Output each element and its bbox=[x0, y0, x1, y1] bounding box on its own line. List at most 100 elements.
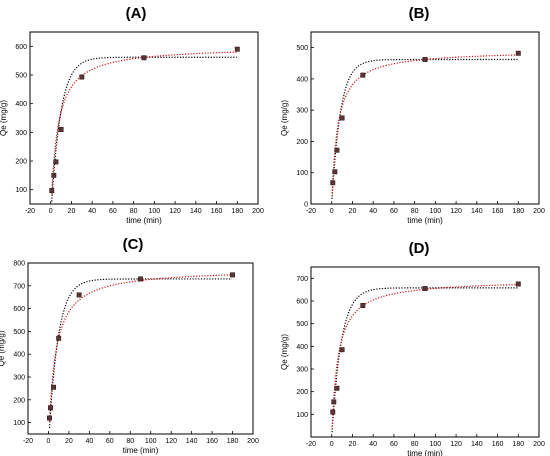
first-order-fit-curve bbox=[331, 287, 518, 433]
x-tick-label: 100 bbox=[149, 208, 161, 215]
x-tick-label: 40 bbox=[369, 441, 377, 448]
data-point bbox=[330, 180, 336, 186]
y-tick-label: 100 bbox=[296, 412, 308, 419]
data-point bbox=[339, 347, 345, 353]
y-tick-label: 100 bbox=[15, 187, 27, 194]
x-tick-label: 80 bbox=[126, 438, 134, 445]
x-tick-label: 120 bbox=[450, 441, 462, 448]
data-point bbox=[230, 272, 235, 278]
x-tick-label: 100 bbox=[145, 438, 157, 445]
x-tick-label: 180 bbox=[227, 438, 239, 445]
panel-c: (C) -20 0 20 40 60 80 100 120 140 160 180 200 100 200 3… bbox=[0, 236, 259, 455]
second-order-fit-curve bbox=[331, 283, 518, 430]
data-point bbox=[360, 72, 366, 78]
x-tick-label: 180 bbox=[231, 208, 243, 215]
y-tick-label: 300 bbox=[296, 108, 308, 115]
x-tick-label: 0 bbox=[49, 208, 53, 215]
x-tick-label: 40 bbox=[88, 208, 96, 215]
y-tick-label: 700 bbox=[13, 283, 25, 290]
plot-frame bbox=[27, 262, 254, 435]
x-tick-label: 200 bbox=[533, 208, 545, 215]
x-tick-label: 60 bbox=[390, 208, 398, 215]
x-tick-label: 140 bbox=[471, 208, 483, 215]
x-tick-label: 20 bbox=[349, 441, 357, 448]
y-tick-label: 0 bbox=[304, 202, 308, 209]
data-point bbox=[334, 385, 340, 391]
y-tick-label: 400 bbox=[15, 101, 27, 108]
x-tick-label: 0 bbox=[330, 441, 334, 448]
y-tick-label: 300 bbox=[15, 130, 27, 137]
x-tick-label: -20 bbox=[306, 441, 316, 448]
y-axis-title: Qe (mg/g) bbox=[0, 100, 8, 136]
y-tick-label: 100 bbox=[296, 170, 308, 177]
data-point bbox=[51, 384, 57, 390]
x-tick-label: 60 bbox=[109, 208, 117, 215]
y-tick-label: 200 bbox=[296, 139, 308, 146]
data-point bbox=[234, 46, 240, 52]
x-tick-label: 160 bbox=[206, 438, 218, 445]
data-point bbox=[360, 303, 366, 308]
x-tick-label: 100 bbox=[430, 208, 442, 215]
x-tick-label: 0 bbox=[330, 208, 334, 215]
x-tick-label: 80 bbox=[130, 208, 138, 215]
x-tick-label: 140 bbox=[471, 441, 483, 448]
x-tick-label: 120 bbox=[450, 208, 462, 215]
x-tick-label: 40 bbox=[369, 208, 377, 215]
x-tick-label: 0 bbox=[47, 438, 51, 445]
x-tick-label: -20 bbox=[23, 438, 33, 445]
y-tick-label: 500 bbox=[13, 329, 25, 336]
y-tick-label: 600 bbox=[296, 299, 308, 306]
data-point bbox=[48, 405, 53, 411]
y-tick-label: 200 bbox=[296, 389, 308, 396]
data-point bbox=[47, 415, 52, 421]
x-tick-label: 80 bbox=[411, 208, 419, 215]
data-point bbox=[515, 281, 521, 287]
y-tick-label: 100 bbox=[13, 420, 25, 427]
x-tick-label: 60 bbox=[390, 441, 398, 448]
y-tick-label: 500 bbox=[296, 321, 308, 328]
y-tick-label: 400 bbox=[296, 344, 308, 351]
panel-a: (A) -20 0 20 40 60 80 100 120 140 160 180 200 100 200 3… bbox=[0, 5, 264, 225]
x-tick-label: 20 bbox=[65, 438, 73, 445]
x-tick-label: 80 bbox=[411, 441, 419, 448]
y-tick-label: 600 bbox=[15, 44, 27, 51]
y-tick-label: 500 bbox=[15, 73, 27, 80]
y-axis-title: Qe (mg/g) bbox=[280, 334, 289, 370]
x-tick-label: 120 bbox=[169, 208, 181, 215]
panel-title: (A) bbox=[126, 5, 147, 22]
panel-title: (C) bbox=[123, 236, 144, 253]
x-axis-title: time (min) bbox=[126, 216, 162, 225]
panel-d: (D) -20 0 20 40 60 80 100 120 140 160 180 200 100 200 3… bbox=[280, 240, 545, 456]
data-point bbox=[138, 276, 143, 282]
first-order-fit-curve bbox=[331, 58, 518, 199]
plot-frame bbox=[29, 31, 259, 205]
y-axis-title: Qe (mg/g) bbox=[0, 330, 6, 366]
data-point bbox=[334, 147, 340, 153]
x-tick-label: 180 bbox=[512, 441, 524, 448]
x-tick-label: 200 bbox=[533, 441, 545, 448]
second-order-fit-curve bbox=[51, 51, 237, 195]
data-point bbox=[141, 55, 147, 61]
x-tick-label: 60 bbox=[106, 438, 114, 445]
x-tick-label: 140 bbox=[186, 438, 198, 445]
y-tick-label: 600 bbox=[13, 306, 25, 313]
panel-title: (D) bbox=[409, 240, 430, 257]
data-point bbox=[422, 57, 428, 62]
y-tick-label: 400 bbox=[296, 76, 308, 83]
y-tick-label: 200 bbox=[13, 397, 25, 404]
first-order-fit-curve bbox=[48, 278, 233, 429]
y-tick-label: 500 bbox=[296, 45, 308, 52]
data-point bbox=[49, 188, 55, 193]
x-tick-label: 140 bbox=[190, 208, 202, 215]
x-axis-title: time (min) bbox=[407, 449, 443, 456]
x-tick-label: -20 bbox=[306, 208, 316, 215]
y-tick-label: 300 bbox=[13, 375, 25, 382]
x-axis-title: time (min) bbox=[407, 216, 443, 225]
panel-b: (B)-20 0 20 40 60 80 100 120 140 160 180 2000100200… bbox=[280, 5, 545, 225]
data-point bbox=[339, 115, 345, 121]
plot-frame bbox=[310, 31, 540, 205]
plot-frame bbox=[310, 266, 540, 438]
x-tick-label: 40 bbox=[85, 438, 93, 445]
data-point bbox=[56, 335, 62, 341]
